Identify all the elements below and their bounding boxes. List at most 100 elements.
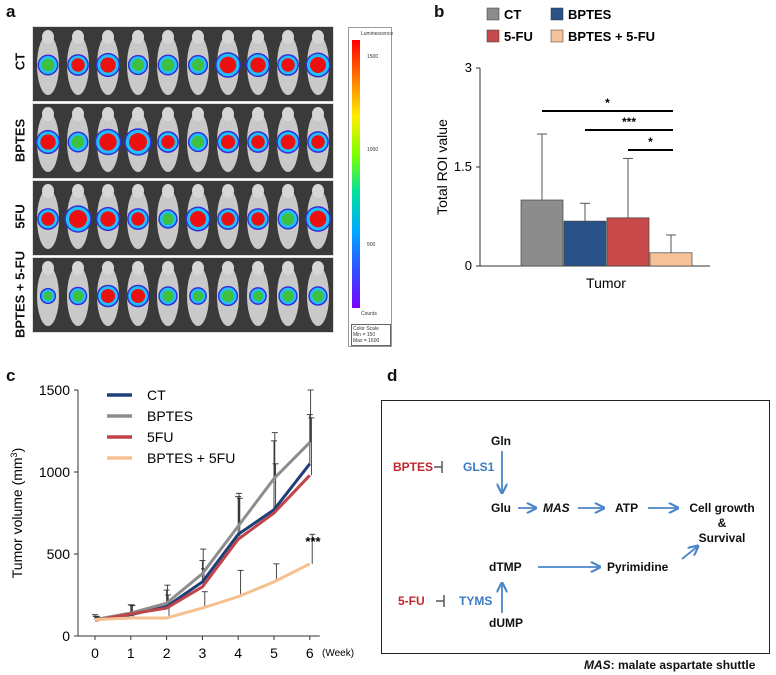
c-xtick-label-0: 0 xyxy=(91,645,99,661)
bar-0 xyxy=(520,199,564,267)
mouse-1-2 xyxy=(94,107,122,172)
mouse-head xyxy=(282,107,294,121)
signal-core xyxy=(310,57,326,73)
mouse-1-9 xyxy=(307,107,329,172)
c-xtick-label-2: 2 xyxy=(163,645,171,661)
luminescence-colorbar: Luminescence 1500 1000 500 Counts Color … xyxy=(348,27,393,347)
mouse-image-row-ct xyxy=(32,26,334,102)
mouse-head xyxy=(72,184,84,198)
mouse-0-5 xyxy=(187,30,209,95)
legend-swatch-0 xyxy=(486,7,500,21)
colorbar-unit: Counts xyxy=(361,311,377,317)
panel-label-c: c xyxy=(6,366,16,385)
mouse-3-1 xyxy=(67,261,89,326)
mouse-head xyxy=(282,184,294,198)
mouse-head xyxy=(252,184,264,198)
c-line-0 xyxy=(94,462,311,622)
colorbar-tick-500: 500 xyxy=(367,242,376,248)
signal-core xyxy=(162,213,174,225)
c-line-1 xyxy=(94,441,311,622)
signal-core xyxy=(100,288,116,304)
signal-core xyxy=(131,212,145,226)
mouse-3-6 xyxy=(217,261,239,326)
signal-core xyxy=(41,212,55,226)
panel-label-d: d xyxy=(387,366,398,385)
mouse-image-row-bptes-5fu xyxy=(32,257,334,333)
mouse-head xyxy=(72,261,84,275)
legend-swatch-2 xyxy=(550,7,564,21)
mouse-head xyxy=(192,30,204,44)
mouse-3-2 xyxy=(96,261,120,326)
node-dtmp: dTMP xyxy=(489,560,522,574)
mouse-head xyxy=(162,30,174,44)
b-xlabel: Tumor xyxy=(586,275,626,291)
mouse-head xyxy=(222,30,234,44)
signal-core xyxy=(40,134,56,150)
mouse-2-9 xyxy=(305,184,331,249)
mouse-0-7 xyxy=(245,30,271,95)
mouse-head xyxy=(282,30,294,44)
signal-core xyxy=(99,133,117,151)
mouse-head xyxy=(42,107,54,121)
signal-core xyxy=(250,57,266,73)
colorbar-gradient xyxy=(352,40,360,308)
mouse-1-5 xyxy=(187,107,209,172)
signal-core xyxy=(43,291,53,301)
c-ytick-label-0: 0 xyxy=(62,628,70,644)
c-ylabel: Tumor volume (mm3) xyxy=(9,448,25,579)
mouse-head xyxy=(252,107,264,121)
mouse-head xyxy=(102,184,114,198)
mouse-head xyxy=(132,30,144,44)
signal-core xyxy=(71,58,85,72)
color-scale-box: Color Scale Min = 150 Max = 1600 xyxy=(351,324,391,346)
node-dump: dUMP xyxy=(489,616,523,630)
legend-swatch-3 xyxy=(550,29,564,43)
signal-core xyxy=(191,58,205,72)
inhibitor-5fu: 5-FU xyxy=(398,594,425,608)
footnote-text: : malate aspartate shuttle xyxy=(610,658,756,672)
c-ytick-label-1: 500 xyxy=(47,546,71,562)
mouse-0-2 xyxy=(95,30,121,95)
mouse-2-6 xyxy=(217,184,239,249)
signal-core xyxy=(161,135,175,149)
arrow-pyrimidine-cell xyxy=(681,546,698,560)
mouse-0-8 xyxy=(277,30,299,95)
legend-swatch-1 xyxy=(486,29,500,43)
signal-core xyxy=(162,290,174,302)
mouse-3-5 xyxy=(187,261,209,326)
signal-core xyxy=(131,58,145,72)
signal-core xyxy=(251,212,265,226)
mouse-head xyxy=(162,261,174,275)
mouse-head xyxy=(192,107,204,121)
c-xtick-label-1: 1 xyxy=(127,645,135,661)
c-legend-label-0: CT xyxy=(147,387,166,403)
b-ylabel: Total ROI value xyxy=(434,119,450,215)
mouse-head xyxy=(252,261,264,275)
c-xunit: (Week) xyxy=(322,648,354,659)
signal-core xyxy=(41,58,55,72)
node-pyrimidine: Pyrimidine xyxy=(607,560,669,574)
c-line-2 xyxy=(94,474,311,622)
signal-core xyxy=(100,211,116,227)
legend-label-0: CT xyxy=(504,7,521,22)
mouse-1-1 xyxy=(67,107,89,172)
panel-label-a: a xyxy=(6,2,16,21)
mouse-0-9 xyxy=(305,30,331,95)
row-label-bptes: BPTES xyxy=(12,118,28,163)
b-ytick-label-1: 1.5 xyxy=(454,159,472,174)
mouse-row-0-drawing xyxy=(37,30,331,95)
node-ampersand: & xyxy=(717,516,727,530)
color-scale-min: Min = 150 xyxy=(353,332,376,338)
c-xtick-label-5: 5 xyxy=(270,645,278,661)
mouse-image-row-5fu xyxy=(32,180,334,256)
mouse-1-7 xyxy=(247,107,269,172)
mouse-row-3-drawing xyxy=(37,261,329,326)
node-gln: Gln xyxy=(491,434,511,448)
mouse-3-9 xyxy=(307,261,329,326)
c-ylabel-sup: 3 xyxy=(9,452,19,457)
mouse-2-8 xyxy=(277,184,299,249)
signal-core xyxy=(219,56,237,74)
mouse-row-1-drawing xyxy=(35,107,329,172)
mouse-head xyxy=(132,107,144,121)
mouse-2-3 xyxy=(127,184,149,249)
